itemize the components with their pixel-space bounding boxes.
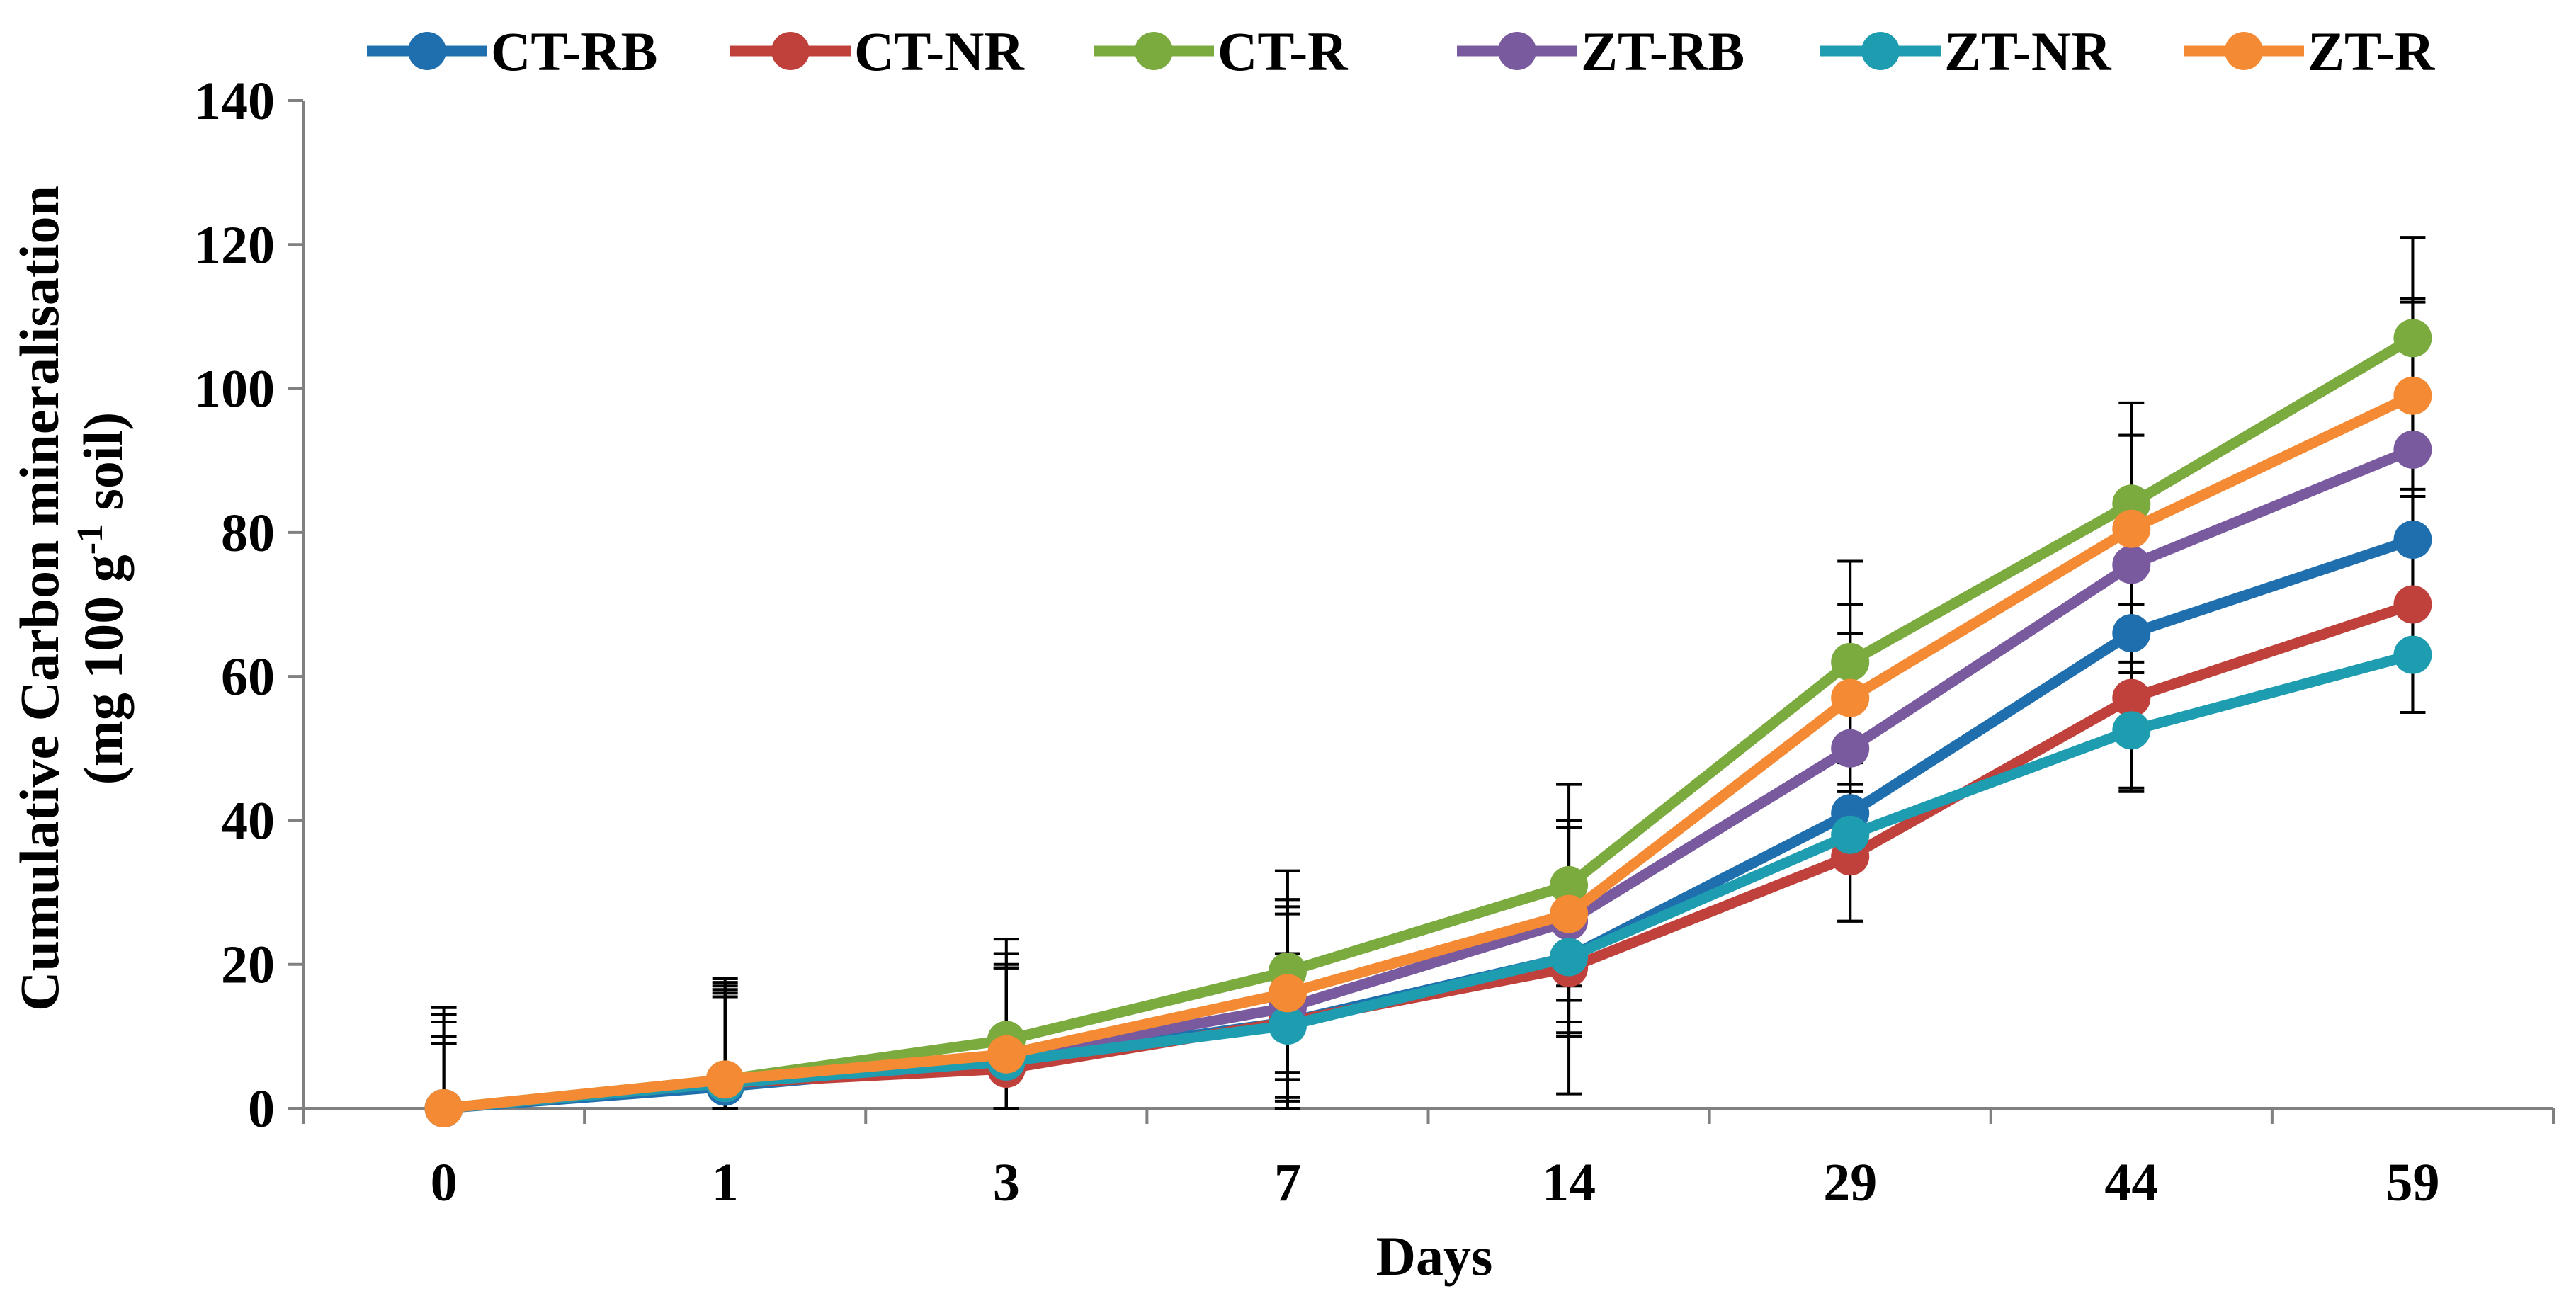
legend: CT-RB CT-NR CT-R ZT-RB ZT-NR ZT-R <box>367 21 2436 82</box>
legend-label: ZT-R <box>2308 21 2436 82</box>
data-point-ct-rb <box>2393 521 2432 559</box>
x-tick-label: 44 <box>2104 1153 2158 1212</box>
data-point-zt-r <box>1268 974 1307 1013</box>
data-point-zt-r <box>2393 376 2432 415</box>
x-tick-label: 59 <box>2385 1153 2439 1212</box>
y-tick-label: 20 <box>221 936 275 995</box>
series-lines <box>424 319 2432 1127</box>
y-axis-ticks: 0 20 40 60 80 100 120 140 <box>194 72 303 1139</box>
y-tick-label: 100 <box>194 360 275 419</box>
data-point-ct-rb <box>2112 614 2151 653</box>
y-axis-title-unit-superscript: -1 <box>70 524 110 555</box>
data-point-zt-r <box>1831 678 1870 717</box>
legend-item-zt-r: ZT-R <box>2184 21 2436 82</box>
y-tick-label: 60 <box>221 647 275 707</box>
data-point-ct-r <box>1550 865 1589 904</box>
x-tick-label: 1 <box>712 1153 739 1212</box>
legend-label: ZT-RB <box>1581 21 1744 82</box>
x-tick-label: 0 <box>431 1153 458 1212</box>
data-point-zt-r <box>2112 509 2151 548</box>
series-line-zt-rb <box>443 445 2415 1114</box>
legend-marker <box>2225 32 2263 70</box>
data-point-zt-rb <box>2393 430 2432 469</box>
data-point-zt-nr <box>2393 635 2432 674</box>
x-tick-label: 14 <box>1542 1153 1596 1212</box>
data-point-zt-r <box>987 1035 1026 1074</box>
legend-marker <box>771 32 810 70</box>
legend-marker <box>1135 32 1173 70</box>
x-tick-label: 3 <box>993 1153 1020 1212</box>
legend-label: CT-R <box>1218 21 1349 82</box>
series-line-zt-r <box>443 390 2415 1114</box>
y-tick-label: 40 <box>221 791 275 851</box>
data-point-ct-nr <box>2112 678 2151 717</box>
data-point-ct-r <box>1831 642 1870 681</box>
x-axis-ticks: 0 1 3 7 14 29 44 59 <box>302 1108 2555 1212</box>
y-axis-title-unit-prefix: (mg 100 g <box>72 555 134 785</box>
y-tick-label: 80 <box>221 504 275 563</box>
data-point-zt-r <box>705 1060 744 1099</box>
legend-marker <box>1498 32 1536 70</box>
legend-item-ct-nr: CT-NR <box>730 21 1025 82</box>
series-line-ct-nr <box>443 599 2415 1114</box>
legend-label: ZT-NR <box>1944 21 2112 82</box>
legend-label: CT-NR <box>854 21 1025 82</box>
series-zt-r <box>424 376 2432 1127</box>
y-axis-title-line2: (mg 100 g-1 soil) <box>70 412 134 785</box>
legend-item-zt-rb: ZT-RB <box>1457 21 1744 82</box>
data-point-zt-r <box>1550 894 1589 933</box>
legend-item-ct-rb: CT-RB <box>367 21 658 82</box>
data-point-zt-nr <box>1550 938 1589 977</box>
y-axis-title-unit-suffix: soil) <box>72 412 134 524</box>
data-point-zt-r <box>424 1089 463 1127</box>
data-point-ct-r <box>2393 319 2432 358</box>
data-point-zt-nr <box>1268 1006 1307 1045</box>
error-bars <box>431 236 2426 1110</box>
data-point-zt-rb <box>1831 729 1870 768</box>
y-tick-label: 120 <box>194 215 275 275</box>
y-axis-title-line1: Cumulative Carbon mineralisation <box>8 186 70 1011</box>
y-tick-label: 0 <box>248 1079 275 1139</box>
data-point-zt-rb <box>2112 545 2151 584</box>
legend-label: CT-RB <box>491 21 658 82</box>
legend-item-zt-nr: ZT-NR <box>1820 21 2112 82</box>
y-axis-title: Cumulative Carbon mineralisation (mg 100… <box>8 186 134 1011</box>
legend-item-ct-r: CT-R <box>1094 21 1349 82</box>
data-point-zt-nr <box>2112 711 2151 750</box>
data-point-ct-nr <box>2393 585 2432 624</box>
x-tick-label: 7 <box>1274 1153 1301 1212</box>
x-axis-title: Days <box>1376 1225 1493 1287</box>
y-tick-label: 140 <box>194 72 275 131</box>
data-point-zt-nr <box>1831 815 1870 854</box>
legend-marker <box>408 32 446 70</box>
legend-marker <box>1861 32 1900 70</box>
x-tick-label: 29 <box>1823 1153 1877 1212</box>
